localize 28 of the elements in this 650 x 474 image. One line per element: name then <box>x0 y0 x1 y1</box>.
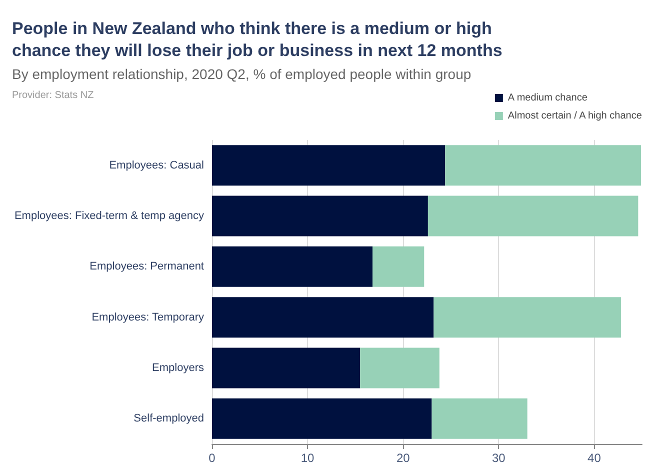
x-tick-label: 10 <box>300 451 315 465</box>
bar <box>212 348 360 388</box>
bar <box>212 297 434 338</box>
y-tick-label: Employees: Fixed-term & temp agency <box>14 210 204 222</box>
y-tick-label: Self-employed <box>134 412 204 425</box>
bar <box>212 196 428 236</box>
chart-title: People in New Zealand who think there is a medium or high chance they will lose their job or business in next 12 months <box>12 18 504 62</box>
bar <box>445 145 642 186</box>
bar <box>372 246 424 287</box>
bar <box>360 348 440 388</box>
legend-label: A medium chance <box>508 92 588 104</box>
y-tick-label: Employees: Casual <box>109 159 204 172</box>
x-tick-label: 20 <box>396 451 410 465</box>
bar <box>434 297 621 338</box>
chart-subtitle: By employment relationship, 2020 Q2, % of employed people within group <box>12 66 472 82</box>
y-tick-label: Employees: Temporary <box>92 311 204 324</box>
bar <box>212 246 373 287</box>
legend-label: Almost certain / A high chance <box>508 110 642 122</box>
bar <box>428 196 638 236</box>
text: Provider: Stats NZ <box>12 90 94 101</box>
y-tick-label: Employees: Permanent <box>90 260 204 273</box>
bar <box>432 398 528 439</box>
x-tick-label: 30 <box>492 451 506 465</box>
x-tick-label: 0 <box>208 451 216 465</box>
bar <box>212 398 432 439</box>
bar <box>212 145 446 186</box>
y-tick-label: Employers <box>152 362 204 374</box>
x-tick-label: 40 <box>588 451 602 465</box>
